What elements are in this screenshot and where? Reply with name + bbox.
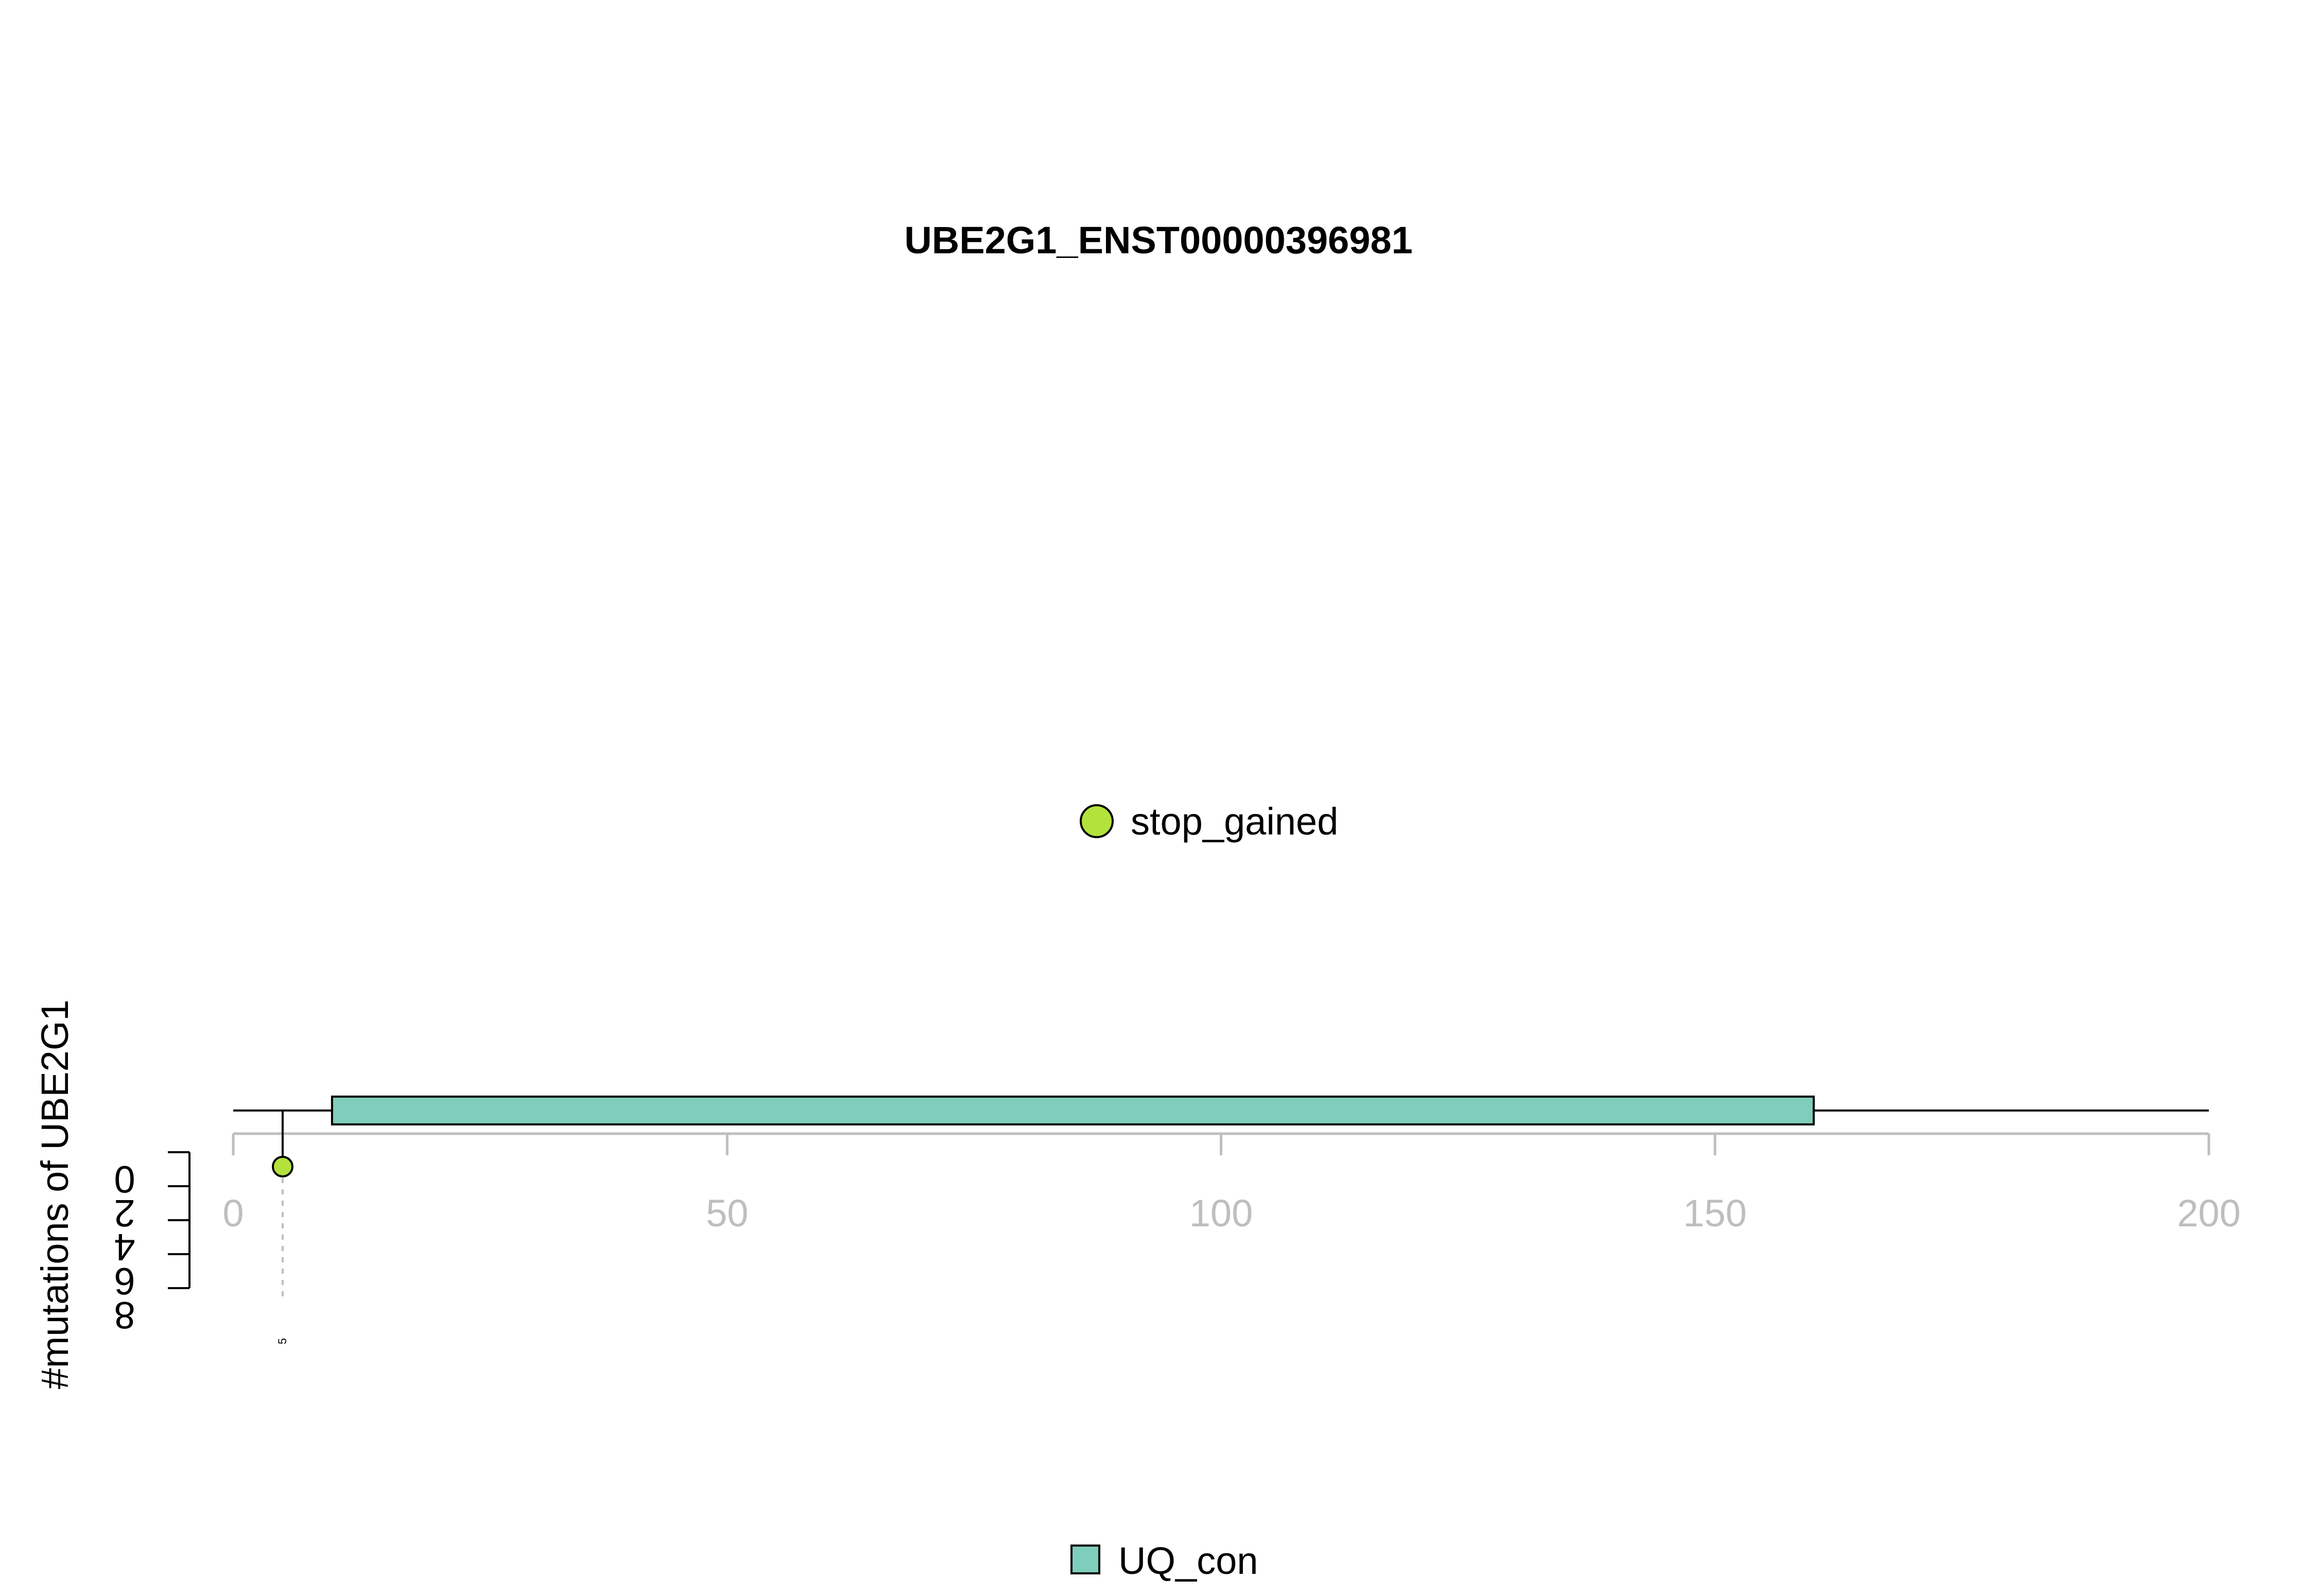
y-axis-label: #mutations of UBE2G1	[33, 1000, 76, 1390]
domain-uq-con	[331, 1096, 1815, 1125]
x-tick-label-50: 50	[706, 1192, 748, 1235]
mutation-group: 5	[271, 1111, 293, 1344]
x-tick-label-0: 0	[222, 1192, 244, 1235]
mutation-legend: stop_gained	[1080, 800, 1338, 843]
y-tick-label-4: 4	[114, 1226, 135, 1269]
x-tick-label-150: 150	[1683, 1192, 1747, 1235]
x-tick-label-100: 100	[1189, 1192, 1253, 1235]
legend-stop-gained-marker	[1080, 804, 1114, 838]
domain-legend: UQ_con	[1070, 1539, 1258, 1582]
y-tick-label-6: 6	[114, 1260, 135, 1303]
legend-uq-con-swatch	[1070, 1545, 1100, 1574]
mutation-stop-gained-head	[271, 1156, 293, 1177]
domain-group	[331, 1096, 1815, 1125]
chart-title: UBE2G1_ENST00000396981	[904, 219, 1412, 262]
legend-stop-gained-label: stop_gained	[1131, 800, 1338, 843]
legend-uq-con-label: UQ_con	[1118, 1539, 1258, 1582]
y-tick-label-8: 8	[114, 1294, 135, 1337]
x-tick-label-200: 200	[2177, 1192, 2240, 1235]
y-tick-label-2: 2	[114, 1192, 135, 1235]
x-axis: 0 50 100 150 200	[222, 1132, 2241, 1235]
mutation-position-label: 5	[276, 1338, 289, 1344]
y-tick-label-0: 0	[114, 1158, 135, 1201]
